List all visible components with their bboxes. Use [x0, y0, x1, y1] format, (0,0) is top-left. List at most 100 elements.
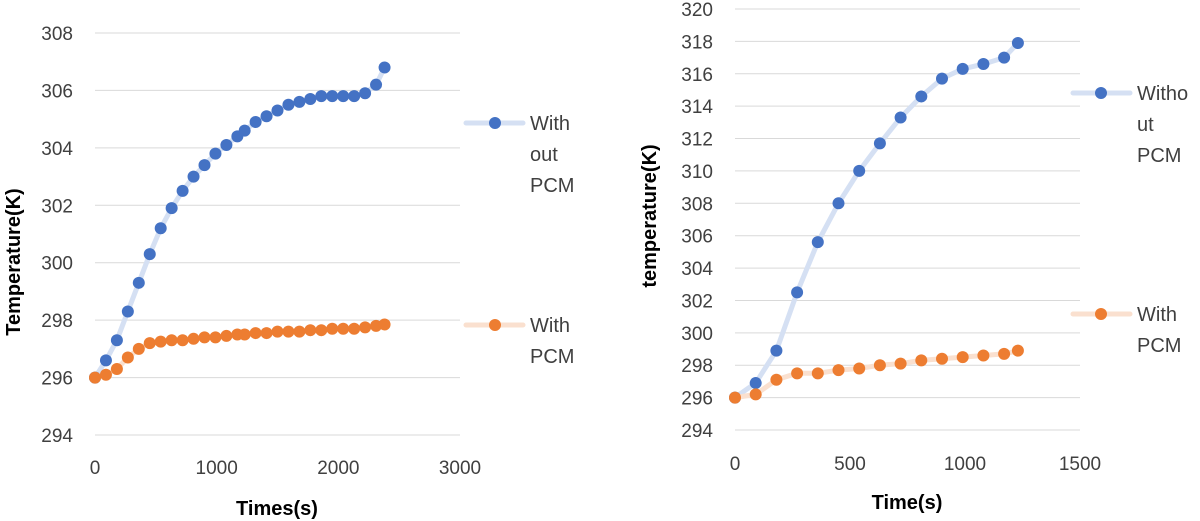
- data-point: [977, 349, 990, 362]
- legend-label: PCM: [530, 175, 574, 197]
- data-point: [132, 342, 145, 355]
- y-tick-label: 300: [41, 254, 73, 275]
- x-tick-label: 500: [834, 454, 866, 475]
- data-point: [132, 276, 145, 289]
- x-tick-label: 1000: [196, 458, 238, 479]
- legend-label: Witho: [1137, 83, 1188, 105]
- data-point: [198, 159, 211, 172]
- y-tick-label: 304: [681, 259, 713, 280]
- legend-label: PCM: [1137, 335, 1181, 357]
- data-point: [293, 325, 306, 338]
- data-point: [832, 197, 845, 210]
- data-point: [936, 72, 948, 85]
- data-point: [873, 359, 886, 372]
- y-tick-label: 320: [681, 0, 713, 21]
- y-tick-label: 300: [681, 324, 713, 345]
- data-point: [359, 321, 372, 334]
- x-axis-title: Times(s): [236, 498, 318, 520]
- legend-marker: [489, 319, 501, 331]
- data-point: [977, 58, 990, 71]
- y-tick-label: 302: [681, 291, 713, 312]
- data-point: [271, 325, 284, 338]
- data-point: [209, 331, 222, 344]
- legend-marker: [489, 117, 501, 129]
- data-point: [873, 137, 886, 150]
- data-point: [348, 322, 361, 335]
- y-tick-label: 302: [41, 196, 73, 217]
- data-point: [956, 351, 969, 364]
- data-point: [220, 329, 233, 342]
- data-point: [260, 110, 273, 123]
- data-point: [165, 202, 178, 215]
- data-point: [282, 98, 295, 111]
- legend-label: PCM: [1137, 145, 1181, 167]
- data-point: [326, 322, 339, 335]
- data-point: [121, 305, 134, 318]
- data-point: [315, 324, 328, 337]
- legend-marker: [1095, 87, 1107, 99]
- series-line: [732, 40, 1021, 401]
- data-point: [110, 334, 123, 347]
- chart-right: Time(s) temperature(K) 294 296 298 300 302 30…: [639, 0, 1188, 514]
- data-point: [209, 147, 222, 160]
- data-point: [811, 367, 824, 380]
- data-point: [915, 354, 928, 367]
- data-point: [293, 95, 306, 108]
- data-point: [749, 377, 762, 390]
- y-tick-label: 314: [681, 97, 713, 118]
- data-point: [326, 90, 339, 103]
- data-point: [315, 90, 328, 103]
- chart-left: Times(s) Temperature(K) 294 296 298 300 302 3…: [3, 24, 574, 520]
- x-tick-label: 1500: [1059, 454, 1101, 475]
- legend-label: PCM: [530, 346, 574, 368]
- x-tick-label: 0: [90, 458, 101, 479]
- legend-label: out: [530, 144, 558, 166]
- data-point: [249, 327, 262, 340]
- data-point: [260, 327, 273, 340]
- data-point: [370, 78, 383, 91]
- data-point: [770, 373, 783, 386]
- data-point: [110, 362, 123, 375]
- data-point: [187, 170, 200, 183]
- legend-label: With: [530, 315, 570, 337]
- data-point: [304, 93, 317, 106]
- y-tick-label: 312: [681, 130, 713, 151]
- data-point: [176, 184, 189, 197]
- data-point: [238, 124, 251, 137]
- data-point: [811, 236, 824, 249]
- data-point: [791, 367, 804, 380]
- data-point: [99, 368, 112, 381]
- data-point: [749, 388, 762, 401]
- y-tick-label: 306: [681, 227, 713, 248]
- data-point: [89, 371, 101, 384]
- data-point: [378, 318, 391, 331]
- data-point: [956, 62, 969, 75]
- legend-label: With: [530, 113, 570, 135]
- data-point: [337, 90, 350, 103]
- data-point: [304, 324, 317, 337]
- y-tick-label: 294: [681, 421, 713, 442]
- data-point: [143, 248, 156, 261]
- y-tick-label: 304: [41, 139, 73, 160]
- y-axis-title: temperature(K): [639, 144, 661, 287]
- data-point: [271, 104, 284, 117]
- y-tick-label: 308: [41, 24, 73, 45]
- data-point: [154, 222, 167, 235]
- data-point: [337, 322, 350, 335]
- data-point: [832, 364, 845, 377]
- data-point: [894, 357, 907, 370]
- y-tick-label: 294: [41, 426, 73, 447]
- data-point: [165, 334, 178, 347]
- data-point: [915, 90, 928, 103]
- y-tick-label: 308: [681, 194, 713, 215]
- data-point: [853, 362, 866, 375]
- y-tick-label: 296: [681, 389, 713, 410]
- data-point: [249, 116, 262, 129]
- legend-marker: [1095, 308, 1107, 320]
- data-point: [729, 391, 741, 404]
- y-axis-title: Temperature(K): [3, 188, 25, 335]
- data-point: [282, 325, 295, 338]
- y-tick-label: 310: [681, 162, 713, 183]
- data-point: [998, 347, 1011, 360]
